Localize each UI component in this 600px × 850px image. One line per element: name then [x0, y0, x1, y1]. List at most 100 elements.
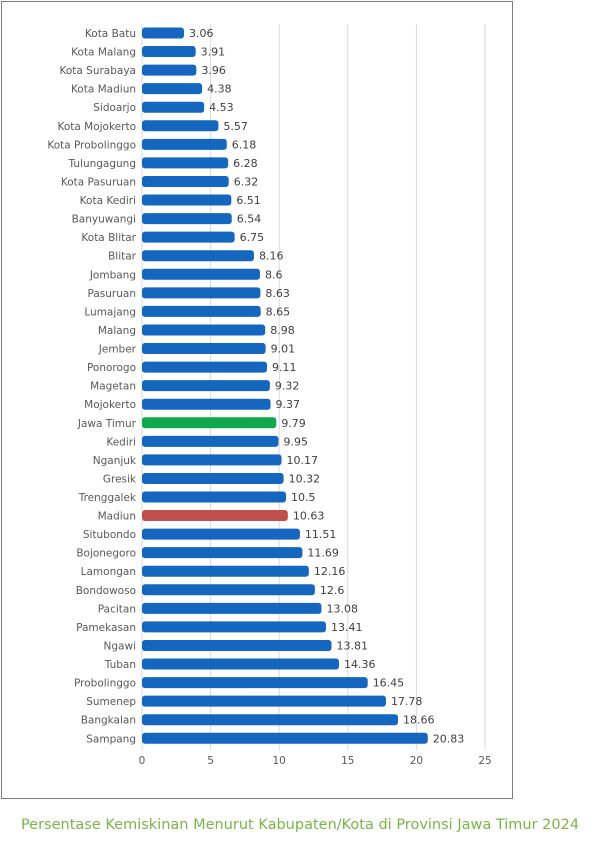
bar: [142, 602, 322, 614]
x-tick-label: 10: [273, 755, 286, 767]
value-label: 9.32: [275, 380, 300, 393]
bar: [142, 83, 203, 95]
category-label: Sampang: [86, 733, 136, 745]
value-label: 4.38: [207, 83, 232, 96]
value-labels: 3.06 3.91 3.96 4.38 4.53 5.57 6.18 6.28 6.32 6.51…: [189, 27, 464, 745]
value-label: 16.45: [373, 677, 405, 690]
value-label: 9.37: [276, 398, 301, 411]
bar: [142, 435, 279, 447]
bars: [142, 27, 428, 744]
x-tick-label: 0: [139, 755, 146, 767]
bar: [142, 27, 184, 39]
category-label: Pamekasan: [76, 622, 136, 634]
category-label: Sidoarjo: [93, 102, 136, 114]
value-label: 4.53: [209, 101, 234, 114]
bar: [142, 732, 428, 744]
category-label: Trenggalek: [78, 492, 137, 504]
category-label: Nganjuk: [93, 455, 137, 467]
bar: [142, 175, 229, 187]
category-label: Ponorogo: [87, 362, 136, 374]
value-label: 8.65: [266, 305, 291, 318]
category-label: Malang: [98, 325, 136, 337]
bar: [142, 120, 219, 132]
bar: [142, 454, 282, 466]
value-label: 9.01: [271, 343, 296, 356]
category-label: Lamongan: [81, 566, 136, 578]
bar: [142, 565, 309, 577]
value-label: 6.51: [236, 194, 261, 207]
value-label: 17.78: [391, 695, 423, 708]
category-label: Tulungagung: [68, 158, 136, 170]
category-label: Bondowoso: [76, 585, 136, 597]
value-label: 10.17: [287, 454, 319, 467]
value-label: 18.66: [403, 714, 435, 727]
value-label: 5.57: [223, 120, 248, 133]
value-label: 14.36: [344, 658, 376, 671]
chart-caption: Persentase Kemiskinan Menurut Kabupaten/…: [20, 817, 580, 833]
category-label: Madiun: [98, 511, 136, 523]
x-tick-label: 15: [341, 755, 354, 767]
category-label: Jombang: [89, 269, 136, 281]
bar-chart: Kota Batu Kota Malang Kota Surabaya Kota Ma…: [47, 24, 492, 767]
category-label: Kota Malang: [71, 47, 136, 59]
category-label: Pacitan: [98, 603, 136, 615]
bar: [142, 398, 271, 410]
category-label: Lumajang: [84, 306, 136, 318]
category-label: Situbondo: [83, 529, 136, 541]
category-label: Pasuruan: [88, 288, 136, 300]
category-label: Gresik: [103, 473, 137, 485]
value-label: 12.16: [314, 565, 346, 578]
value-label: 10.5: [291, 491, 316, 504]
bar: [142, 639, 332, 651]
bar: [142, 380, 270, 392]
bar: [142, 343, 266, 355]
value-label: 3.06: [189, 27, 214, 40]
bar: [142, 417, 277, 429]
bar: [142, 287, 261, 299]
value-label: 8.16: [259, 250, 284, 263]
category-label: Mojokerto: [84, 399, 136, 411]
category-label: Blitar: [108, 251, 137, 263]
bar: [142, 510, 288, 522]
category-label: Kota Probolinggo: [47, 139, 136, 151]
value-label: 8.6: [265, 268, 283, 281]
category-label: Kota Surabaya: [60, 65, 137, 77]
value-label: 11.69: [307, 547, 339, 560]
bar: [142, 491, 287, 503]
category-label: Magetan: [90, 381, 136, 393]
bar: [142, 46, 196, 58]
chart-frame: Kota Batu Kota Malang Kota Surabaya Kota Ma…: [1, 1, 513, 799]
category-label: Kota Mojokerto: [57, 121, 136, 133]
bar: [142, 231, 235, 243]
category-label: Kota Madiun: [71, 84, 136, 96]
bar: [142, 324, 266, 336]
bar: [142, 101, 205, 113]
category-label: Jember: [98, 344, 137, 356]
bar: [142, 547, 303, 559]
value-label: 6.18: [232, 138, 257, 151]
value-label: 6.28: [233, 157, 258, 170]
x-tick-label: 5: [207, 755, 214, 767]
value-label: 10.63: [293, 510, 325, 523]
bar: [142, 621, 326, 633]
value-label: 8.63: [265, 287, 290, 300]
value-label: 13.08: [326, 602, 358, 615]
value-label: 13.41: [331, 621, 363, 634]
value-label: 20.83: [433, 732, 465, 745]
bar: [142, 268, 260, 280]
category-label: Tuban: [104, 659, 136, 671]
category-label: Kota Blitar: [81, 232, 136, 244]
value-label: 6.75: [240, 231, 264, 244]
value-label: 9.95: [284, 435, 309, 448]
value-label: 10.32: [289, 472, 321, 485]
x-tick-label: 20: [410, 755, 423, 767]
value-label: 13.81: [336, 639, 368, 652]
category-labels: Kota Batu Kota Malang Kota Surabaya Kota Ma…: [47, 28, 137, 745]
value-label: 9.79: [281, 417, 306, 430]
category-label: Bojonegoro: [76, 548, 136, 560]
bar: [142, 361, 267, 373]
category-label: Probolinggo: [74, 678, 136, 690]
category-label: Jawa Timur: [77, 418, 137, 430]
value-label: 6.54: [237, 213, 262, 226]
value-label: 6.32: [234, 175, 258, 188]
